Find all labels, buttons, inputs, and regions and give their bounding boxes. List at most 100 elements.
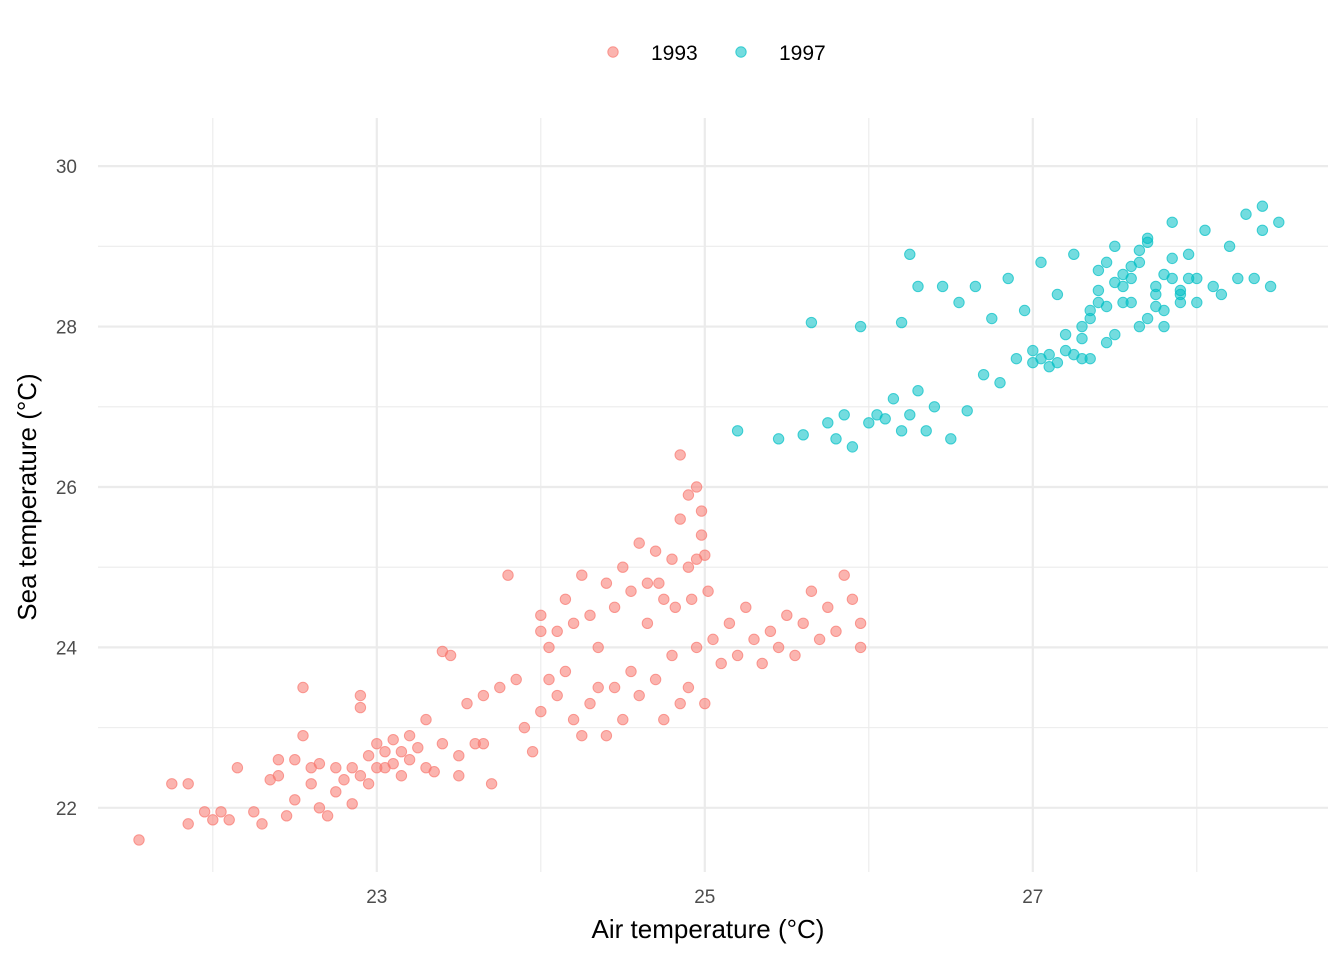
- data-point: [559, 593, 572, 605]
- x-tick-label: 23: [366, 887, 387, 908]
- data-point: [1150, 288, 1162, 301]
- data-point: [658, 593, 670, 605]
- data-point: [338, 774, 350, 786]
- data-points: [133, 200, 1285, 846]
- x-axis-title: Air temperature (°C): [592, 914, 825, 944]
- y-tick-label: 26: [56, 478, 77, 499]
- data-point: [330, 786, 342, 798]
- data-point: [805, 585, 818, 597]
- data-point: [977, 368, 990, 381]
- data-point: [362, 778, 375, 790]
- data-point: [354, 689, 367, 702]
- data-point: [346, 798, 358, 810]
- y-tick-labels: 22 24 26 28 30: [56, 157, 78, 820]
- data-point: [690, 481, 703, 493]
- data-point: [289, 794, 301, 806]
- data-point: [248, 806, 260, 818]
- data-point: [256, 818, 268, 830]
- data-point: [895, 425, 908, 437]
- data-point: [215, 806, 227, 818]
- data-point: [576, 569, 588, 581]
- data-point: [895, 316, 908, 329]
- data-point: [617, 561, 629, 573]
- data-point: [986, 312, 998, 325]
- data-point: [354, 701, 367, 714]
- data-point: [502, 569, 514, 581]
- data-point: [1117, 268, 1129, 281]
- data-point: [231, 762, 244, 774]
- legend-label: 1997: [779, 42, 826, 65]
- data-point: [830, 625, 842, 638]
- data-point: [354, 770, 367, 782]
- data-point: [961, 405, 973, 417]
- data-point: [1174, 296, 1187, 309]
- data-point: [1100, 336, 1113, 349]
- data-point: [1109, 240, 1121, 253]
- data-point: [535, 625, 547, 638]
- data-point: [633, 537, 645, 549]
- data-point: [576, 729, 588, 742]
- data-point: [518, 721, 531, 734]
- data-point: [658, 713, 670, 726]
- data-point: [1264, 280, 1277, 293]
- data-point: [740, 601, 752, 613]
- data-point: [1068, 348, 1080, 361]
- data-point: [477, 689, 490, 702]
- data-point: [1223, 240, 1236, 253]
- y-tick-label: 24: [56, 638, 78, 659]
- data-point: [846, 593, 859, 605]
- data-point: [584, 697, 596, 710]
- data-point: [764, 625, 777, 638]
- data-point: [280, 810, 293, 822]
- data-point: [912, 280, 924, 293]
- data-point: [223, 814, 235, 826]
- data-point: [649, 545, 662, 557]
- data-point: [1232, 272, 1244, 285]
- data-point: [805, 316, 818, 329]
- data-point: [1199, 224, 1211, 236]
- data-point: [994, 377, 1006, 389]
- data-point: [945, 433, 957, 445]
- data-point: [1158, 320, 1170, 333]
- y-tick-label: 22: [56, 799, 77, 820]
- data-point: [371, 737, 383, 750]
- data-point: [272, 754, 285, 766]
- data-point: [387, 758, 399, 770]
- grid-minor: [98, 118, 1328, 872]
- data-point: [1068, 248, 1080, 261]
- data-point: [669, 601, 681, 613]
- data-point: [453, 749, 465, 762]
- data-point: [207, 814, 219, 826]
- data-point: [813, 633, 826, 646]
- data-point: [969, 280, 982, 293]
- data-point: [797, 429, 809, 441]
- data-point: [789, 649, 801, 662]
- data-point: [1084, 352, 1096, 365]
- data-point: [551, 689, 563, 702]
- data-point: [567, 617, 580, 630]
- grid-major: [98, 118, 1328, 872]
- data-point: [526, 745, 539, 758]
- data-point: [313, 802, 326, 814]
- data-point: [781, 609, 793, 622]
- data-point: [485, 778, 498, 790]
- data-point: [494, 681, 506, 694]
- data-point: [756, 657, 768, 670]
- data-point: [731, 649, 744, 662]
- x-tick-label: 25: [694, 887, 715, 908]
- data-point: [1174, 284, 1187, 297]
- data-point: [453, 770, 465, 782]
- data-point: [387, 733, 399, 746]
- data-point: [1166, 252, 1178, 265]
- data-point: [685, 593, 698, 605]
- data-point: [403, 754, 416, 766]
- data-point: [695, 505, 708, 517]
- data-point: [702, 585, 714, 597]
- data-point: [1002, 272, 1014, 285]
- data-point: [543, 641, 555, 654]
- legend: 1993 1997: [607, 42, 826, 65]
- data-point: [879, 413, 891, 425]
- data-point: [674, 513, 686, 525]
- data-point: [625, 665, 637, 678]
